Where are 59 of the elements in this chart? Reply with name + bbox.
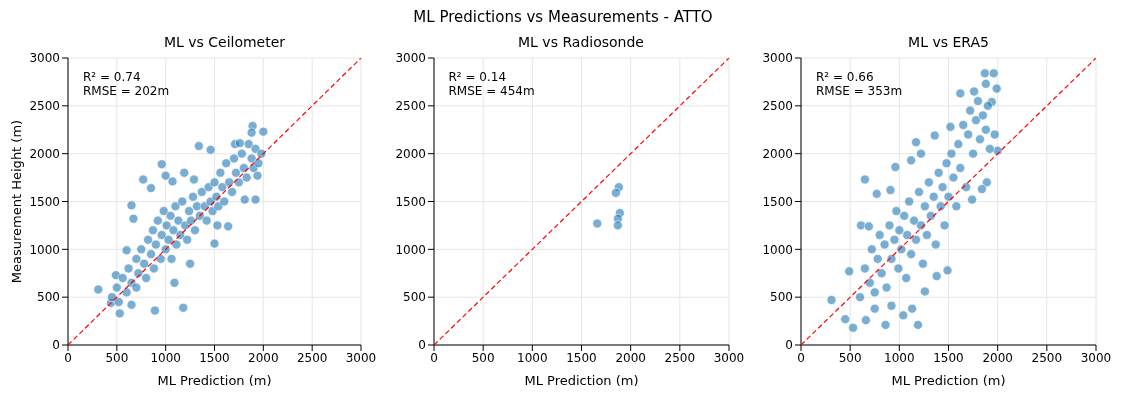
x-tick-label: 3000 — [1080, 350, 1112, 365]
y-tick-label: 0 — [785, 338, 793, 353]
y-tick-label: 2500 — [29, 99, 60, 114]
x-tick-label: 3000 — [345, 350, 377, 365]
text: ML Predictions vs Measurements - ATTO — [412, 8, 714, 28]
y-tick-label: 500 — [402, 290, 426, 305]
y-tick-label: 2000 — [29, 146, 60, 161]
y-tick-label: 1000 — [762, 242, 793, 257]
x-tick-label: 1500 — [199, 350, 230, 365]
x-tick-label: 2000 — [614, 350, 646, 365]
x-axis-title: ML Prediction (m) — [523, 373, 639, 388]
y-tick-label: 2500 — [394, 99, 426, 114]
chart-title: ML vs ERA5 — [907, 34, 990, 50]
y-tick-label: 0 — [52, 338, 60, 353]
x-tick-label: 2500 — [664, 350, 695, 365]
x-tick-label: 1500 — [933, 350, 964, 365]
y-tick-label: 500 — [37, 290, 60, 305]
x-axis-title: ML Prediction (m) — [891, 373, 1006, 388]
x-tick-label: 500 — [105, 350, 129, 365]
x-tick-label: 1000 — [884, 350, 915, 365]
x-tick-label: 2500 — [296, 350, 328, 365]
y-tick-label: 1000 — [394, 242, 426, 257]
y-axis-title: Measurement Height (m) — [8, 119, 24, 284]
annotation: R² = 0.74 — [83, 70, 142, 84]
annotation: R² = 0.14 — [448, 70, 508, 84]
point — [591, 218, 602, 229]
y-tick-label: 2500 — [762, 99, 793, 114]
annotation: R² = 0.66 — [816, 70, 875, 84]
y-tick-label: 3000 — [762, 51, 793, 66]
point — [610, 188, 621, 198]
x-tick-label: 1000 — [516, 350, 548, 365]
x-axis-title: ML Prediction (m) — [157, 373, 272, 388]
x-tick-label: 0 — [64, 350, 72, 365]
chart-title: ML vs Ceilometer — [162, 34, 287, 50]
y-tick-label: 1000 — [29, 242, 60, 257]
y-tick-label: 500 — [770, 290, 793, 305]
x-tick-label: 1500 — [565, 350, 597, 365]
x-tick-label: 2000 — [982, 350, 1013, 365]
x-tick-label: 500 — [471, 350, 495, 365]
y-tick-label: 1500 — [29, 194, 60, 209]
chart-title: ML vs Radiosonde — [517, 34, 645, 50]
x-tick-label: 1000 — [150, 350, 181, 365]
y-tick-label: 1500 — [762, 194, 793, 209]
y-tick-label: 1500 — [394, 194, 426, 209]
x-tick-label: 0 — [797, 350, 805, 365]
y-tick-label: 3000 — [394, 51, 426, 66]
point — [612, 220, 623, 231]
y-tick-label: 3000 — [29, 51, 60, 66]
x-tick-label: 2500 — [1031, 350, 1063, 365]
y-tick-label: 0 — [417, 338, 426, 353]
annotation: RMSE = 353m — [816, 84, 903, 98]
x-tick-label: 500 — [838, 350, 862, 365]
annotation: RMSE = 454m — [448, 84, 535, 98]
x-tick-label: 3000 — [713, 350, 744, 365]
x-tick-label: 0 — [429, 350, 438, 365]
x-tick-label: 2000 — [248, 350, 279, 365]
y-tick-label: 2000 — [394, 146, 426, 161]
annotation: RMSE = 202m — [83, 84, 170, 98]
y-tick-label: 2000 — [762, 146, 793, 161]
